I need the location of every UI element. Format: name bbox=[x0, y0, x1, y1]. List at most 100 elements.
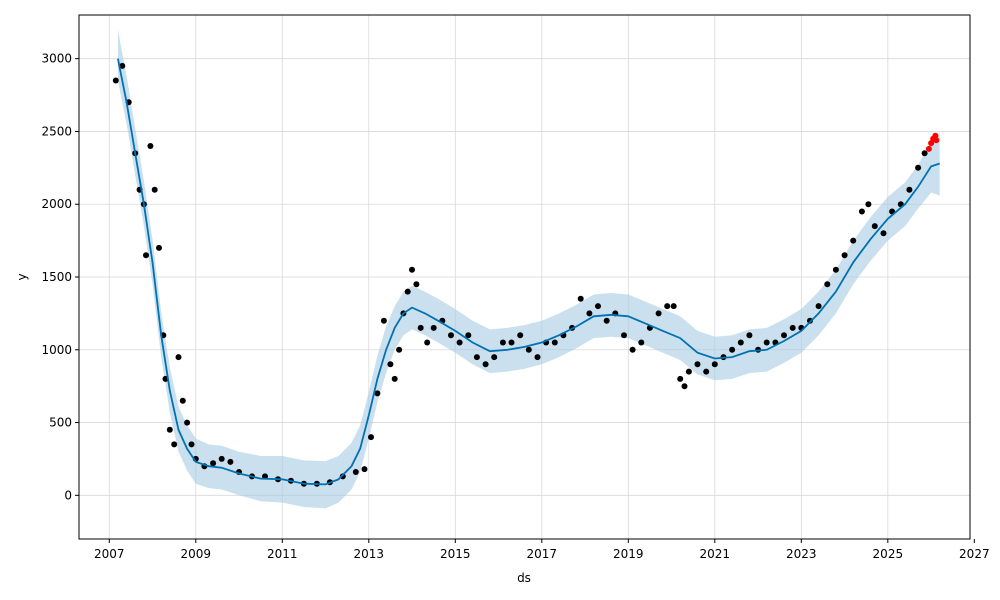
y-tick-label: 2000 bbox=[41, 197, 72, 211]
observed-point bbox=[815, 303, 822, 310]
y-tick-label: 2500 bbox=[41, 124, 72, 138]
x-tick-label: 2011 bbox=[267, 547, 298, 561]
observed-point bbox=[871, 223, 878, 230]
observed-point bbox=[112, 77, 119, 84]
x-tick-label: 2023 bbox=[786, 547, 817, 561]
observed-point bbox=[915, 164, 922, 171]
observed-point bbox=[409, 266, 415, 273]
y-axis-label: y bbox=[15, 273, 29, 280]
observed-point bbox=[380, 317, 387, 324]
observed-point bbox=[841, 252, 848, 259]
observed-point bbox=[694, 361, 701, 368]
x-tick-label: 2015 bbox=[440, 547, 471, 561]
observed-point bbox=[858, 208, 865, 215]
observed-point bbox=[655, 310, 662, 317]
observed-point bbox=[763, 339, 770, 346]
observed-point bbox=[352, 469, 359, 475]
observed-point bbox=[685, 368, 692, 375]
observed-point bbox=[491, 354, 498, 361]
observed-point bbox=[151, 186, 158, 193]
observed-point bbox=[156, 244, 162, 251]
observed-points bbox=[112, 62, 928, 487]
observed-point bbox=[677, 375, 684, 382]
observed-point bbox=[368, 434, 374, 441]
observed-point bbox=[413, 281, 420, 288]
observed-point bbox=[525, 346, 532, 353]
observed-point bbox=[621, 332, 627, 339]
observed-point bbox=[147, 143, 154, 149]
observed-point bbox=[184, 419, 191, 426]
observed-point bbox=[473, 354, 480, 361]
observed-point bbox=[227, 458, 234, 465]
x-tick-label: 2009 bbox=[181, 547, 212, 561]
observed-point bbox=[517, 332, 524, 339]
observed-point bbox=[465, 332, 472, 339]
observed-point bbox=[499, 339, 506, 346]
observed-point bbox=[171, 441, 178, 448]
observed-point bbox=[143, 252, 149, 259]
y-axis: 0 500 1000 1500 2000 2500 3000 bbox=[41, 52, 79, 502]
observed-point bbox=[595, 303, 601, 310]
observed-point bbox=[781, 332, 787, 339]
observed-point bbox=[534, 354, 541, 361]
observed-point bbox=[746, 332, 753, 339]
observed-point bbox=[832, 266, 839, 273]
observed-point bbox=[664, 303, 671, 310]
x-tick-label: 2017 bbox=[527, 547, 558, 561]
observed-point bbox=[729, 346, 736, 353]
x-axis: 2007 2009 2011 2013 2015 2017 2019 2021 2023 2025… bbox=[94, 539, 990, 561]
observed-point bbox=[430, 324, 437, 331]
x-tick-label: 2025 bbox=[873, 547, 904, 561]
uncertainty-band bbox=[117, 29, 940, 509]
observed-point bbox=[424, 339, 431, 346]
observed-point bbox=[361, 466, 368, 473]
x-tick-label: 2021 bbox=[700, 547, 731, 561]
recent-point bbox=[925, 145, 932, 152]
observed-point bbox=[551, 339, 558, 346]
observed-point bbox=[387, 361, 394, 368]
observed-point bbox=[482, 361, 489, 368]
observed-point bbox=[880, 230, 887, 237]
observed-point bbox=[448, 332, 454, 339]
observed-point bbox=[396, 346, 403, 353]
observed-point bbox=[921, 150, 928, 157]
observed-point bbox=[188, 441, 195, 448]
x-tick-label: 2013 bbox=[354, 547, 385, 561]
observed-point bbox=[711, 361, 718, 368]
observed-point bbox=[737, 339, 744, 346]
observed-point bbox=[629, 346, 636, 353]
observed-point bbox=[577, 295, 584, 302]
observed-point bbox=[119, 62, 126, 69]
observed-point bbox=[417, 324, 424, 331]
y-tick-label: 3000 bbox=[41, 52, 72, 66]
observed-point bbox=[508, 339, 515, 346]
observed-point bbox=[339, 473, 346, 480]
recent-point bbox=[933, 137, 940, 144]
observed-point bbox=[404, 288, 411, 295]
x-axis-label: ds bbox=[517, 571, 531, 585]
observed-point bbox=[210, 460, 217, 467]
x-tick-label: 2027 bbox=[959, 547, 990, 561]
observed-point bbox=[703, 368, 710, 375]
observed-point bbox=[603, 317, 610, 324]
observed-point bbox=[850, 237, 857, 244]
observed-point bbox=[865, 201, 872, 208]
y-tick-label: 0 bbox=[64, 488, 72, 502]
recent-points bbox=[925, 132, 940, 152]
observed-point bbox=[391, 375, 398, 382]
x-tick-label: 2019 bbox=[613, 547, 644, 561]
observed-point bbox=[638, 339, 645, 346]
observed-point bbox=[586, 310, 593, 317]
observed-point bbox=[179, 397, 186, 404]
observed-point bbox=[175, 354, 182, 361]
observed-point bbox=[166, 426, 173, 433]
observed-point bbox=[906, 186, 913, 193]
observed-point bbox=[807, 317, 813, 324]
y-tick-label: 1000 bbox=[41, 343, 72, 357]
forecast-line bbox=[117, 58, 940, 486]
y-tick-label: 500 bbox=[49, 416, 72, 430]
y-tick-label: 1500 bbox=[41, 270, 72, 284]
observed-point bbox=[456, 339, 463, 346]
observed-point bbox=[670, 303, 677, 310]
